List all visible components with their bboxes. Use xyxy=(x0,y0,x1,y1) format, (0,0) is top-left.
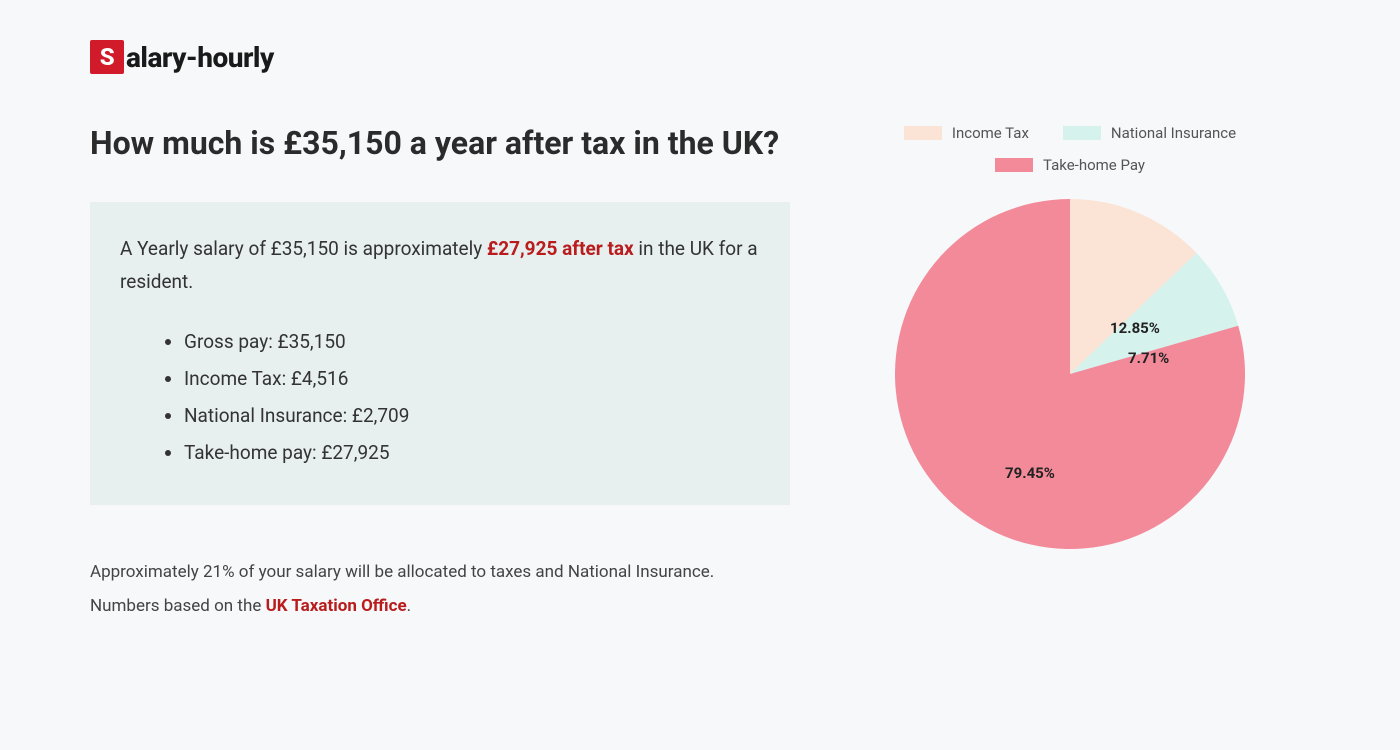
site-logo: Salary-hourly xyxy=(90,40,1310,74)
main-content: How much is £35,150 a year after tax in … xyxy=(90,124,1310,623)
pie-svg xyxy=(890,164,1250,564)
footnote: Approximately 21% of your salary will be… xyxy=(90,555,790,623)
left-column: How much is £35,150 a year after tax in … xyxy=(90,124,790,623)
footnote-line2-pre: Numbers based on the xyxy=(90,596,266,616)
logo-text: alary-hourly xyxy=(126,41,274,74)
legend-swatch xyxy=(904,126,942,140)
summary-sentence: A Yearly salary of £35,150 is approximat… xyxy=(120,232,760,299)
legend-label: Income Tax xyxy=(952,124,1029,142)
slice-label: 79.45% xyxy=(1005,464,1055,482)
logo-badge: S xyxy=(90,40,124,74)
slice-label: 12.85% xyxy=(1110,319,1160,337)
list-item: Income Tax: £4,516 xyxy=(184,360,760,397)
list-item: Gross pay: £35,150 xyxy=(184,323,760,360)
footnote-line2-post: . xyxy=(407,596,411,616)
legend-label: National Insurance xyxy=(1111,124,1236,142)
legend-swatch xyxy=(1063,126,1101,140)
legend-item: National Insurance xyxy=(1063,124,1236,142)
page-title: How much is £35,150 a year after tax in … xyxy=(90,124,790,162)
summary-box: A Yearly salary of £35,150 is approximat… xyxy=(90,202,790,505)
summary-highlight: £27,925 after tax xyxy=(487,237,634,260)
legend-item: Income Tax xyxy=(904,124,1029,142)
footnote-line1: Approximately 21% of your salary will be… xyxy=(90,562,714,582)
list-item: National Insurance: £2,709 xyxy=(184,397,760,434)
slice-label: 7.71% xyxy=(1128,349,1169,367)
summary-pre: A Yearly salary of £35,150 is approximat… xyxy=(120,237,487,260)
right-column: Income Tax National Insurance Take-home … xyxy=(850,124,1290,623)
list-item: Take-home pay: £27,925 xyxy=(184,434,760,471)
breakdown-list: Gross pay: £35,150 Income Tax: £4,516 Na… xyxy=(120,323,760,471)
pie-chart: 12.85% 7.71% 79.45% xyxy=(890,164,1250,564)
taxation-office-link[interactable]: UK Taxation Office xyxy=(266,596,407,616)
